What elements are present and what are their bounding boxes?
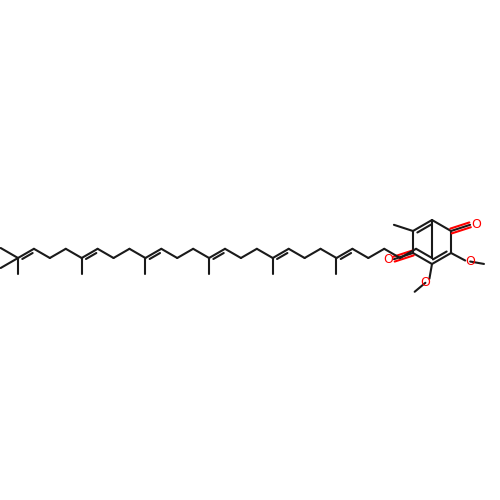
Text: O: O <box>383 252 393 266</box>
Text: O: O <box>420 276 430 289</box>
Text: O: O <box>465 255 475 268</box>
Text: O: O <box>471 218 481 232</box>
